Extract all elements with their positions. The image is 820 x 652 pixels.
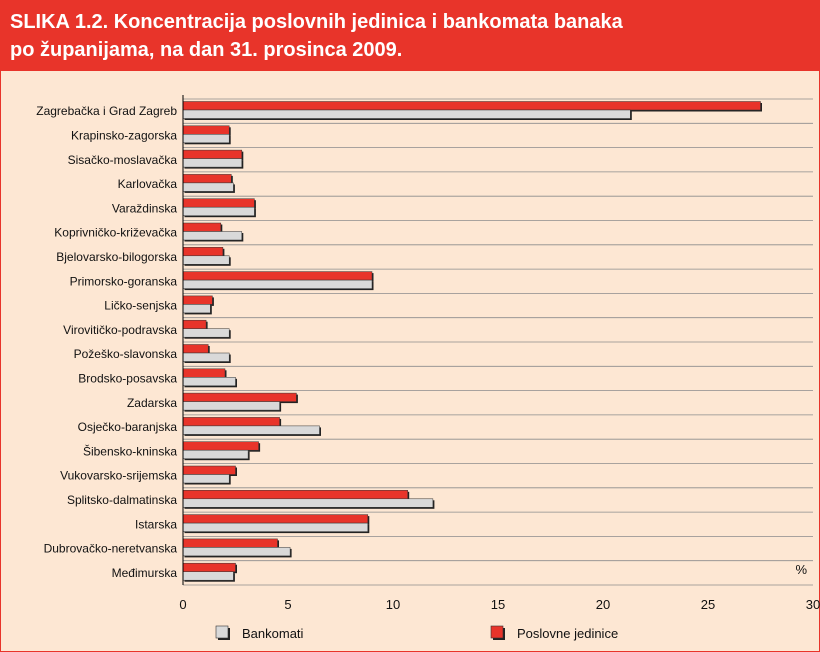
unit-label: % [795, 562, 807, 577]
legend-swatch [215, 625, 229, 639]
bar-bankomati [182, 401, 280, 411]
category-label: Virovitičko-podravska [63, 323, 177, 337]
gridlines [183, 98, 813, 586]
category-label: Međimurska [112, 566, 178, 580]
bar-poslovne-jedinice [182, 198, 255, 208]
category-label: Zagrebačka i Grad Zagreb [36, 104, 177, 118]
bar-bankomati [182, 377, 236, 387]
bar-poslovne-jedinice [182, 441, 259, 451]
bar-poslovne-jedinice [182, 271, 373, 281]
bar-poslovne-jedinice [182, 465, 236, 475]
bar-poslovne-jedinice [182, 319, 207, 329]
x-tick-label: 5 [284, 597, 291, 612]
bar-poslovne-jedinice [182, 101, 761, 111]
category-label: Šibensko-kninska [83, 443, 177, 458]
category-label: Karlovačka [118, 177, 178, 191]
bar-bankomati [182, 425, 320, 435]
chart-title: SLIKA 1.2. Koncentracija poslovnih jedin… [10, 11, 623, 61]
bar-poslovne-jedinice [182, 538, 278, 548]
bar-bankomati [182, 158, 243, 168]
category-labels: Zagrebačka i Grad Zagreb Krapinsko-zagors… [36, 104, 177, 580]
category-label: Koprivničko-križevačka [54, 226, 177, 240]
category-label: Osječko-baranjska [78, 420, 178, 434]
bar-poslovne-jedinice [182, 222, 222, 232]
legend-label: Bankomati [242, 626, 304, 641]
legend: Bankomati Poslovne jedinice [215, 625, 618, 641]
category-label: Istarska [135, 517, 177, 531]
category-label: Bjelovarsko-bilogorska [56, 250, 177, 264]
bar-poslovne-jedinice [182, 125, 230, 135]
category-label: Brodsko-posavska [78, 371, 177, 385]
category-label: Krapinsko-zagorska [71, 128, 177, 142]
x-tick-label: 15 [491, 597, 505, 612]
x-tick-label: 10 [386, 597, 400, 612]
bar-bankomati [182, 255, 230, 265]
legend-swatch [490, 625, 504, 639]
bar-bankomati [182, 206, 255, 216]
bar-poslovne-jedinice [182, 417, 280, 427]
category-label: Vukovarsko-srijemska [60, 469, 177, 483]
bar-poslovne-jedinice [182, 562, 236, 572]
category-label: Sisačko-moslavačka [68, 153, 178, 167]
bar-poslovne-jedinice [182, 392, 297, 402]
bar-poslovne-jedinice [182, 295, 213, 305]
bar-poslovne-jedinice [182, 344, 209, 354]
x-tick-label: 20 [596, 597, 610, 612]
bar-bankomati [182, 498, 434, 508]
bar-bankomati [182, 109, 631, 119]
x-tick-label: 0 [179, 597, 186, 612]
bars [182, 101, 762, 582]
title-bar: SLIKA 1.2. Koncentracija poslovnih jedin… [1, 1, 819, 71]
category-label: Splitsko-dalmatinska [67, 493, 177, 507]
bar-poslovne-jedinice [182, 149, 243, 159]
x-tick-label: 30 [806, 597, 820, 612]
x-tick-label: 25 [701, 597, 715, 612]
x-axis: 0 5 10 15 20 25 30% [179, 95, 820, 612]
category-label: Primorsko-goranska [70, 274, 178, 288]
bar-poslovne-jedinice [182, 174, 232, 184]
category-label: Požeško-slavonska [74, 347, 178, 361]
category-label: Dubrovačko-neretvanska [44, 542, 178, 556]
bar-bankomati [182, 231, 243, 241]
bar-bankomati [182, 474, 230, 484]
bar-bankomati [182, 182, 234, 192]
bar-poslovne-jedinice [182, 514, 369, 524]
bar-bankomati [182, 547, 291, 557]
category-label: Zadarska [127, 396, 177, 410]
category-label: Ličko-senjska [104, 299, 177, 313]
category-label: Varaždinska [112, 201, 177, 215]
legend-label: Poslovne jedinice [517, 626, 618, 641]
bar-bankomati [182, 134, 230, 144]
bar-bankomati [182, 522, 369, 532]
bar-bankomati [182, 328, 230, 338]
bar-poslovne-jedinice [182, 247, 224, 257]
bar-poslovne-jedinice [182, 490, 408, 500]
bar-bankomati [182, 571, 234, 581]
bar-bankomati [182, 279, 373, 289]
bar-bankomati [182, 352, 230, 362]
bar-poslovne-jedinice [182, 368, 226, 378]
bar-bankomati [182, 304, 211, 314]
bar-bankomati [182, 449, 249, 459]
